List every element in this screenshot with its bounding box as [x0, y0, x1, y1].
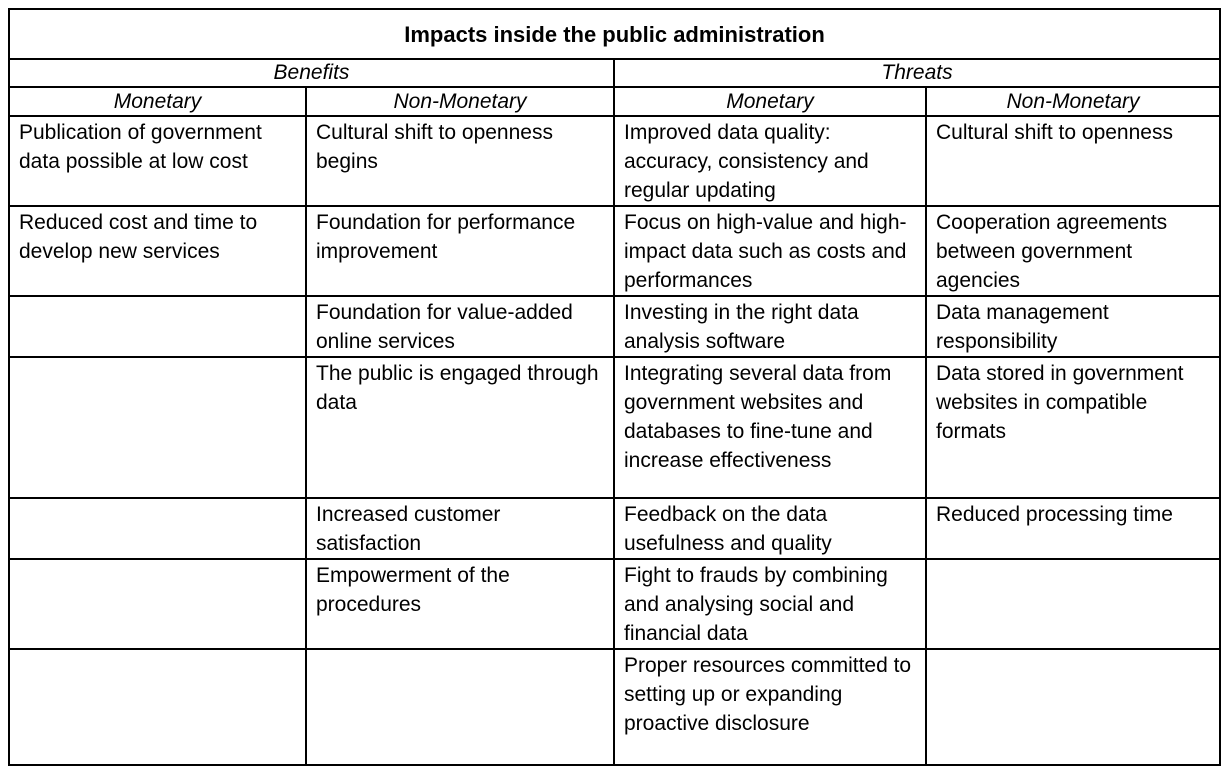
- impacts-table: Impacts inside the public administration…: [7, 8, 1222, 766]
- table-cell: Cultural shift to openness begins: [305, 115, 615, 207]
- table-cell: [8, 356, 307, 499]
- table-row: Empowerment of the procedures Fight to f…: [8, 558, 1222, 650]
- table-cell: Investing in the right data analysis sof…: [613, 295, 927, 358]
- table-cell: Foundation for performance improvement: [305, 205, 615, 297]
- table-cell: Data stored in government websites in co…: [924, 356, 1222, 499]
- table-cell: Proper resources committed to setting up…: [613, 648, 927, 766]
- table-row: Increased customer satisfaction Feedback…: [8, 497, 1222, 560]
- table-cell: Foundation for value-added online servic…: [305, 295, 615, 358]
- table-cell: [924, 558, 1222, 650]
- table-cell: Fight to frauds by combining and analysi…: [613, 558, 927, 650]
- table-row: Foundation for value-added online servic…: [8, 295, 1222, 358]
- table-cell: [8, 295, 307, 358]
- table-cell: [924, 648, 1222, 766]
- subheader-benefits-monetary: Monetary: [8, 86, 307, 117]
- table-cell: Data management responsibility: [924, 295, 1222, 358]
- table-cell: Reduced cost and time to develop new ser…: [8, 205, 307, 297]
- table-cell: [8, 648, 307, 766]
- table-row: The public is engaged through data Integ…: [8, 356, 1222, 499]
- table-cell: Cultural shift to openness: [924, 115, 1222, 207]
- table-cell: [305, 648, 615, 766]
- subheader-threats-monetary: Monetary: [613, 86, 927, 117]
- table-cell: Feedback on the data usefulness and qual…: [613, 497, 927, 560]
- table-row: Proper resources committed to setting up…: [8, 648, 1222, 766]
- group-header-threats: Threats: [612, 58, 1222, 88]
- subheader-row: Monetary Non-Monetary Monetary Non-Monet…: [8, 86, 1222, 117]
- table-cell: [8, 497, 307, 560]
- group-header-row: Benefits Threats: [8, 58, 1222, 88]
- table-cell: Focus on high-value and high-impact data…: [613, 205, 927, 297]
- table-cell: [8, 558, 307, 650]
- subheader-threats-non-monetary: Non-Monetary: [924, 86, 1222, 117]
- table-cell: Publication of government data possible …: [8, 115, 307, 207]
- table-cell: Integrating several data from government…: [613, 356, 927, 499]
- group-header-benefits: Benefits: [8, 58, 615, 88]
- table-cell: Cooperation agreements between governmen…: [924, 205, 1222, 297]
- title-row: Impacts inside the public administration: [7, 8, 1222, 60]
- table-row: Publication of government data possible …: [8, 115, 1222, 207]
- table-cell: Reduced processing time: [924, 497, 1222, 560]
- table-cell: Empowerment of the procedures: [305, 558, 615, 650]
- subheader-benefits-non-monetary: Non-Monetary: [305, 86, 615, 117]
- table-cell: The public is engaged through data: [305, 356, 615, 499]
- table-cell: Improved data quality: accuracy, consist…: [613, 115, 927, 207]
- table-cell: Increased customer satisfaction: [305, 497, 615, 560]
- table-title: Impacts inside the public administration: [7, 8, 1222, 60]
- table-row: Reduced cost and time to develop new ser…: [8, 205, 1222, 297]
